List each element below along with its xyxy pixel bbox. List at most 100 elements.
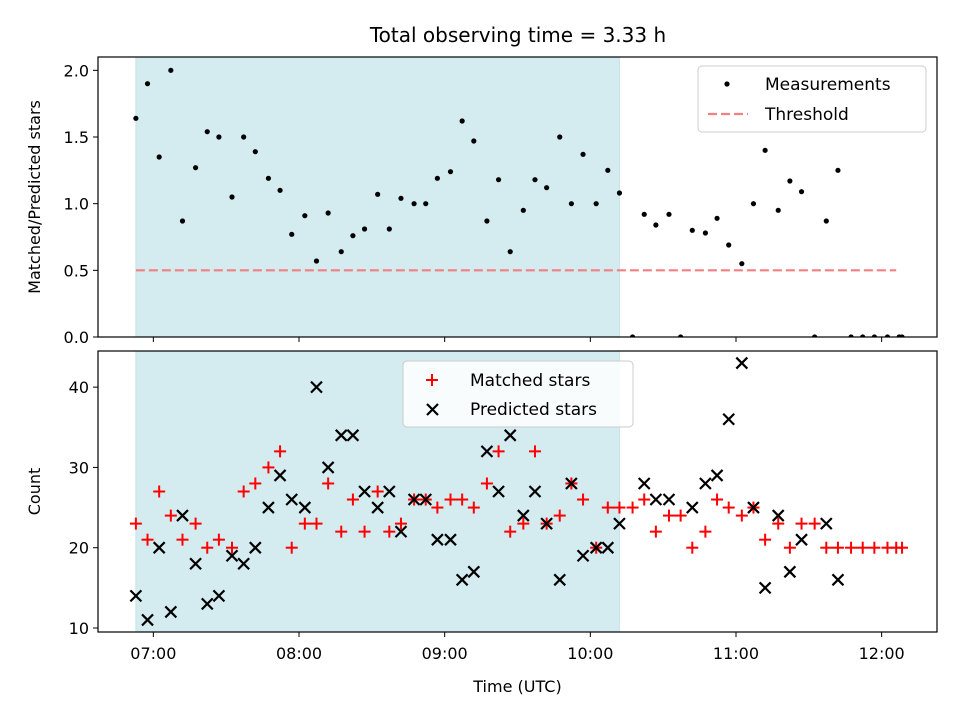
matched-point	[528, 445, 541, 458]
predicted-point	[517, 509, 530, 522]
matched-point	[795, 517, 808, 530]
axes-frame	[97, 56, 938, 338]
legend-label-predicted: Predicted stars	[470, 400, 597, 420]
predicted-point	[371, 501, 384, 514]
predicted-point	[649, 493, 663, 506]
predicted-point	[212, 589, 226, 603]
y-axis-label: Matched/Predicted stars	[25, 100, 44, 294]
predicted-point	[152, 541, 166, 554]
y-tick-label: 0.0	[64, 328, 89, 347]
measurement-point	[471, 138, 477, 144]
measurement-point	[593, 201, 599, 207]
predicted-point	[310, 380, 323, 394]
predicted-point	[237, 557, 250, 571]
predicted-point	[262, 501, 275, 514]
predicted-point	[189, 557, 202, 571]
measurement-point	[860, 334, 866, 337]
measurement-point	[133, 115, 139, 121]
measurement-point	[168, 67, 174, 73]
predicted-point	[686, 501, 699, 514]
measurement-point	[361, 226, 368, 232]
series-predicted-stars	[129, 356, 845, 627]
measurement-point	[252, 149, 258, 155]
matched-point	[444, 493, 457, 506]
matched-point	[371, 485, 384, 498]
plot-area	[129, 356, 909, 627]
measurement-point	[689, 227, 695, 233]
predicted-point	[613, 517, 626, 530]
measurement-point	[580, 151, 586, 157]
predicted-point	[444, 533, 457, 546]
matched-point	[249, 477, 262, 490]
measurement-point	[459, 118, 465, 124]
matched-point	[310, 517, 323, 530]
predicted-point	[407, 493, 421, 506]
x-tick-label: 09:00	[422, 644, 468, 663]
chart-title: Total observing time = 3.33 h	[369, 23, 666, 47]
matched-point	[638, 493, 651, 506]
matched-point	[868, 541, 881, 554]
legend-marker-measurements	[724, 81, 730, 87]
legend-label-measurements: Measurements	[765, 75, 891, 95]
measurement-point	[641, 211, 647, 217]
matched-point	[856, 541, 869, 554]
y-tick-label: 2.0	[64, 61, 89, 80]
measurement-point	[616, 190, 623, 196]
predicted-point	[589, 541, 603, 554]
matched-point	[808, 517, 821, 530]
predicted-point	[225, 549, 239, 563]
matched-point	[153, 485, 166, 498]
matched-point	[358, 525, 371, 538]
measurement-point	[520, 207, 526, 213]
matched-point	[383, 525, 396, 538]
measurement-point	[507, 249, 513, 255]
measurement-point	[726, 242, 732, 248]
measurement-point	[739, 261, 745, 267]
matched-point	[699, 525, 712, 538]
measurement-point	[144, 81, 151, 87]
measurement-point	[325, 210, 331, 216]
measurement-point	[434, 175, 440, 181]
matched-point	[722, 501, 735, 514]
matched-point	[896, 541, 909, 554]
measurement-point	[629, 334, 636, 337]
predicted-point	[722, 412, 735, 426]
measurement-point	[835, 167, 841, 173]
predicted-point	[467, 565, 481, 579]
matched-point	[141, 533, 154, 546]
measurement-point	[241, 134, 247, 140]
predicted-point	[747, 501, 760, 514]
predicted-point	[540, 517, 553, 530]
measurement-point	[289, 231, 295, 237]
matched-point	[553, 509, 566, 522]
measurement-point	[762, 147, 768, 153]
predicted-point	[249, 541, 262, 554]
measurement-point	[823, 218, 829, 224]
x-tick-label: 12:00	[859, 644, 905, 663]
measurement-point	[350, 233, 356, 239]
plot-area	[133, 67, 905, 337]
y-axis-label: Count	[25, 468, 44, 516]
matched-point	[613, 501, 626, 514]
matched-point	[456, 493, 469, 506]
measurement-point	[484, 218, 490, 224]
legend-box	[697, 65, 927, 133]
predicted-point	[346, 429, 360, 442]
matched-point	[626, 501, 639, 514]
predicted-point	[200, 597, 214, 611]
measurement-point	[544, 185, 550, 191]
predicted-point	[141, 613, 154, 627]
measurement-point	[798, 189, 805, 195]
series-measurements	[133, 67, 905, 337]
predicted-point	[503, 429, 517, 442]
y-tick-label: 30	[69, 458, 89, 477]
observing-window-shade	[135, 56, 620, 338]
predicted-point	[321, 461, 335, 474]
predicted-point	[334, 429, 348, 442]
matched-point	[237, 485, 250, 498]
matched-point	[649, 525, 662, 538]
matched-point	[517, 517, 530, 530]
measurement-point	[653, 222, 659, 228]
predicted-point	[129, 589, 143, 603]
predicted-point	[528, 485, 542, 498]
